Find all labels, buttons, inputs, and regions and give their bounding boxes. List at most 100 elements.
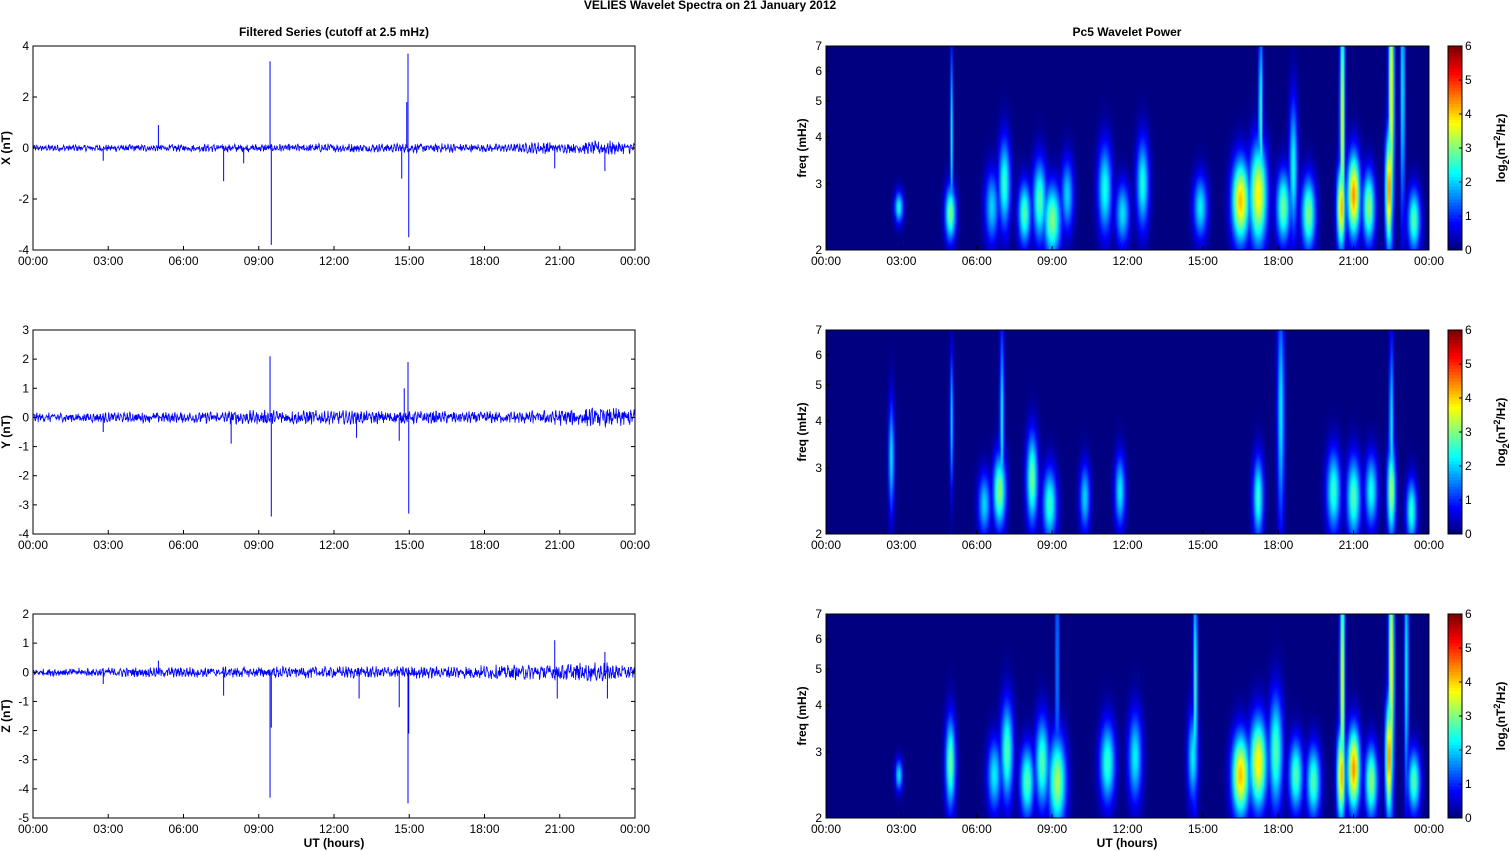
ytick-label: 2	[22, 607, 29, 621]
line-X-xtick-label: 12:00	[319, 254, 349, 268]
ytick-label: 7	[815, 39, 822, 53]
colorbar-step	[1448, 65, 1462, 69]
colorbar-step	[1448, 186, 1462, 190]
colorbar-label-label_main: log	[1494, 732, 1508, 750]
colorbar-step	[1448, 406, 1462, 411]
ytick-label: 4	[22, 39, 29, 53]
ytick-label: -4	[18, 243, 29, 257]
colorbar-step	[1448, 141, 1462, 146]
heat-X_power-xtick-label: 21:00	[1339, 254, 1369, 268]
colorbar-step	[1448, 390, 1462, 395]
heatmap-image-Z_power	[826, 614, 1429, 818]
colorbar-step	[1448, 116, 1462, 120]
colorbar-step	[1448, 505, 1462, 509]
colorbar-step	[1448, 617, 1462, 621]
colorbar-step	[1448, 483, 1462, 487]
ytick-label: 2	[815, 243, 822, 257]
colorbar-step	[1448, 243, 1462, 248]
colorbar-step	[1448, 498, 1462, 503]
ytick-label: -2	[18, 192, 29, 206]
colorbar-step	[1448, 199, 1462, 203]
colorbar-step	[1448, 760, 1462, 765]
colorbar-step	[1448, 144, 1462, 149]
heat-X_power-xtick-label: 03:00	[886, 254, 916, 268]
ytick-label: 4	[815, 698, 822, 712]
line-X-xtick-label: 06:00	[168, 254, 198, 268]
heat-Z_power-xtick-label: 09:00	[1037, 822, 1067, 836]
colorbar-step	[1448, 58, 1462, 63]
colorbar-step	[1448, 629, 1462, 634]
colorbar-step	[1448, 71, 1462, 76]
ytick-label: 7	[815, 323, 822, 337]
colorbar-step	[1448, 802, 1462, 806]
heat-Y_power-xtick-label: 06:00	[962, 538, 992, 552]
colorbar-step	[1448, 170, 1462, 174]
heat-Y_power-xtick-label: 18:00	[1263, 538, 1293, 552]
ytick-label: 0	[22, 410, 29, 424]
colorbar-tick-label: 3	[1465, 709, 1472, 723]
ytick-label: 3	[22, 323, 29, 337]
colorbar-tick-label: 6	[1465, 607, 1472, 621]
colorbar-step	[1448, 387, 1462, 392]
colorbar-step	[1448, 230, 1462, 235]
ylabel-Z: Z (nT)	[0, 699, 13, 732]
colorbar-label: log2(nT2/Hz)	[1492, 398, 1511, 467]
colorbar-step	[1448, 808, 1462, 813]
colorbar-step	[1448, 349, 1462, 353]
colorbar-step	[1448, 330, 1462, 334]
colorbar-step	[1448, 693, 1462, 698]
colorbar-label-label_sup: 2	[1492, 136, 1502, 141]
ytick-label: -3	[18, 753, 29, 767]
ytick-label: -4	[18, 782, 29, 796]
ytick-label: 0	[22, 141, 29, 155]
heatmap-panel-Z_power: 2 3 4 5 6 7 00:00 03:00 06:00 09:00 12:00 15:00 18:0…	[795, 607, 1511, 836]
colorbar-step	[1448, 703, 1462, 707]
figure-suptitle: VELIES Wavelet Spectra on 21 January 201…	[584, 0, 837, 12]
colorbar-step	[1448, 46, 1462, 50]
ylabel-X_power: freq (mHz)	[795, 118, 809, 177]
colorbar-tick-label: 0	[1465, 811, 1472, 825]
colorbar-step	[1448, 425, 1462, 430]
colorbar-step	[1448, 798, 1462, 803]
colorbar-label-label_end: /Hz)	[1494, 398, 1508, 420]
colorbar-step	[1448, 709, 1462, 714]
line-Y-xtick-label: 03:00	[93, 538, 123, 552]
heat-X_power-xtick-label: 12:00	[1112, 254, 1142, 268]
line-Z-xtick-label: 03:00	[93, 822, 123, 836]
colorbar-step	[1448, 224, 1462, 229]
colorbar-step	[1448, 87, 1462, 92]
heat-X_power-xtick-label: 00:00	[811, 254, 841, 268]
colorbar-step	[1448, 49, 1462, 53]
colorbar-step	[1448, 163, 1462, 168]
colorbar-step	[1448, 728, 1462, 733]
colorbar-step	[1448, 381, 1462, 385]
heat-X_power-xtick-label: 15:00	[1188, 254, 1218, 268]
colorbar-step	[1448, 639, 1462, 644]
ytick-label: -1	[18, 440, 29, 454]
colorbar-tick-label: 4	[1465, 675, 1472, 689]
colorbar-step	[1448, 518, 1462, 522]
colorbar-step	[1448, 179, 1462, 184]
colorbar-step	[1448, 132, 1462, 136]
colorbar-step	[1448, 770, 1462, 774]
colorbar-step	[1448, 345, 1462, 350]
colorbar-step	[1448, 221, 1462, 225]
colorbar-step	[1448, 735, 1462, 739]
heat-Z_power-xtick-label: 18:00	[1263, 822, 1293, 836]
colorbar-step	[1448, 722, 1462, 727]
colorbar-step	[1448, 103, 1462, 108]
ytick-label: 6	[815, 64, 822, 78]
plot-area	[33, 614, 635, 818]
colorbar-step	[1448, 530, 1462, 535]
colorbar-step	[1448, 112, 1462, 117]
colorbar-step	[1448, 234, 1462, 238]
line-Y-xtick-label: 06:00	[168, 538, 198, 552]
colorbar-step	[1448, 489, 1462, 494]
colorbar-tick-label: 2	[1465, 459, 1472, 473]
line-panel-Y: -4 -3 -2 -1 0 1 2 3 00:00 03:00 06:00 09:00 12:00 15:…	[0, 323, 650, 552]
ytick-label: 2	[22, 352, 29, 366]
line-Y-xtick-label: 00:00	[620, 538, 650, 552]
colorbar-step	[1448, 202, 1462, 206]
